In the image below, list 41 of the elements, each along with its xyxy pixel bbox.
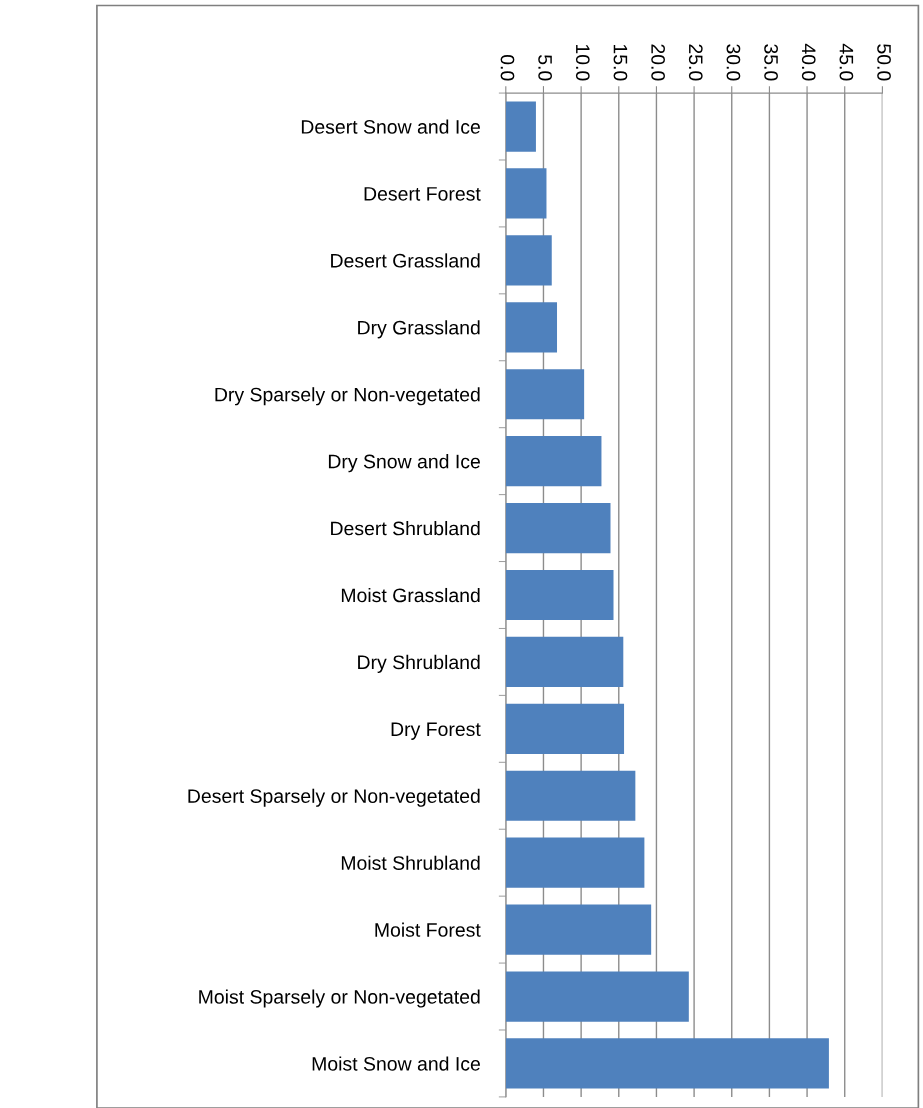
- bar: [505, 101, 536, 152]
- y-tick-label: Moist Grassland: [341, 587, 480, 603]
- y-tick-label: Desert Snow and Ice: [301, 119, 480, 134]
- y-tick-label: Moist Forest: [375, 922, 481, 937]
- bar: [505, 235, 552, 286]
- y-tick-label: Desert Shrubland: [331, 521, 480, 536]
- x-tick-label: 40.0: [801, 43, 816, 81]
- y-tick-label: Moist Shrubland: [341, 855, 480, 870]
- x-tick-label: 35.0: [764, 44, 778, 81]
- y-tick-label: Desert Sparsely or Non-vegetated: [188, 788, 480, 807]
- bar: [505, 904, 652, 955]
- bar: [505, 302, 558, 353]
- x-tick-label: 0.0: [500, 55, 515, 81]
- bar: [505, 569, 614, 621]
- x-tick-label: 45.0: [839, 43, 854, 81]
- x-tick-label: 50.0: [877, 44, 891, 81]
- bar: [505, 502, 611, 554]
- bar: [505, 703, 625, 754]
- x-tick-label: 25.0: [688, 44, 703, 81]
- bar: [505, 837, 645, 888]
- bar: [505, 369, 585, 420]
- y-tick-label: Dry Shrubland: [358, 654, 480, 673]
- y-tick-label: Moist Snow and Ice: [312, 1056, 480, 1071]
- x-tick-label: 5.0: [538, 55, 553, 81]
- bar: [505, 770, 636, 821]
- x-tick-label: 30.0: [726, 44, 741, 81]
- bar: [505, 436, 602, 487]
- bar: [505, 168, 547, 219]
- y-tick-label: Dry Sparsely or Non-vegetated: [215, 387, 480, 406]
- x-tick-label: 15.0: [613, 44, 628, 81]
- y-tick-label: Desert Grassland: [331, 253, 480, 268]
- bar: [505, 1038, 829, 1089]
- y-tick-label: Dry Snow and Ice: [328, 454, 480, 473]
- bar: [505, 971, 689, 1022]
- y-tick-label: Dry Forest: [391, 722, 481, 740]
- bar: [505, 636, 624, 688]
- y-tick-label: Dry Grassland: [358, 320, 480, 339]
- y-tick-label: Desert Forest: [364, 187, 481, 201]
- x-tick-label: 10.0: [575, 44, 590, 81]
- y-tick-label: Moist Sparsely or Non-vegetated: [199, 989, 480, 1008]
- x-tick-label: 20.0: [651, 44, 665, 81]
